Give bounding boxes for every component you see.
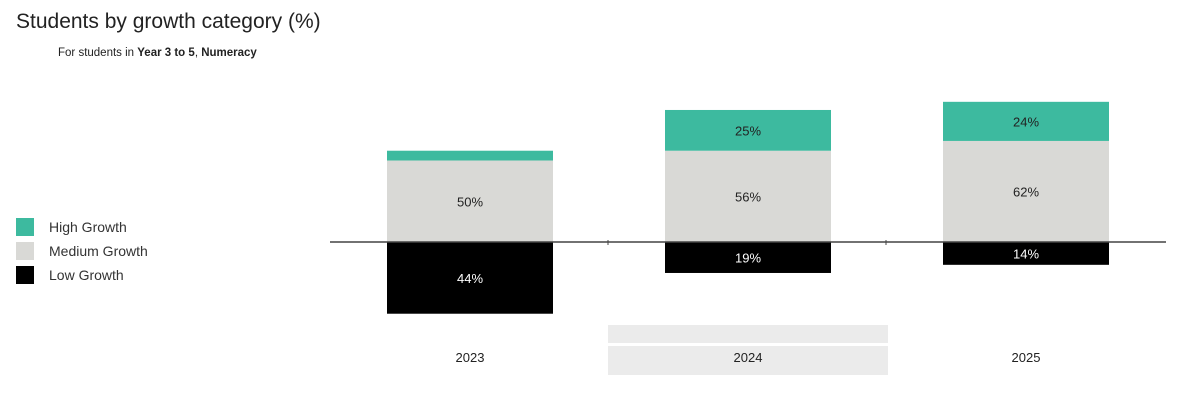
label-low-2025: 14%: [1013, 246, 1039, 261]
legend-item-high[interactable]: High Growth: [16, 215, 148, 239]
legend-label-medium: Medium Growth: [49, 243, 148, 259]
chart-title: Students by growth category (%): [16, 10, 321, 33]
bar-medium-2024: [665, 150, 831, 242]
x-tick-label-2025: 2025: [1012, 350, 1041, 365]
legend-swatch-high: [16, 218, 34, 236]
legend-item-low[interactable]: Low Growth: [16, 263, 148, 287]
bar-high-2023: [387, 150, 553, 161]
legend-item-medium[interactable]: Medium Growth: [16, 239, 148, 263]
subtitle-sep: ,: [194, 47, 202, 59]
legend-label-high: High Growth: [49, 219, 127, 235]
legend-swatch-medium: [16, 242, 34, 260]
x-tick-label-2023: 2023: [456, 350, 485, 365]
label-medium-2024: 56%: [735, 189, 761, 204]
subtitle-domain: Numeracy: [201, 47, 257, 59]
bar-low-2023: [387, 242, 553, 314]
bar-low-2024: [665, 242, 831, 273]
label-high-2024: 25%: [735, 123, 761, 138]
legend: High Growth Medium Growth Low Growth: [16, 215, 148, 287]
subtitle-prefix: For students in: [58, 47, 138, 59]
chart-subtitle: For students in Year 3 to 5, Numeracy: [58, 47, 257, 59]
bar-low-2025: [943, 242, 1109, 265]
label-low-2023: 44%: [457, 271, 483, 286]
legend-label-low: Low Growth: [49, 267, 124, 283]
bar-high-2025: [943, 101, 1109, 141]
subtitle-years: Year 3 to 5: [137, 47, 195, 59]
highlight-band-bottom: [608, 346, 888, 375]
label-high-2025: 24%: [1013, 114, 1039, 129]
label-low-2024: 19%: [735, 250, 761, 265]
bar-high-2024: [665, 109, 831, 151]
x-tick-label-2024: 2024: [734, 350, 763, 365]
highlight-band-top: [608, 325, 888, 343]
bar-medium-2025: [943, 140, 1109, 242]
bar-medium-2023: [387, 160, 553, 242]
legend-swatch-low: [16, 266, 34, 284]
label-medium-2023: 50%: [457, 194, 483, 209]
label-medium-2025: 62%: [1013, 184, 1039, 199]
